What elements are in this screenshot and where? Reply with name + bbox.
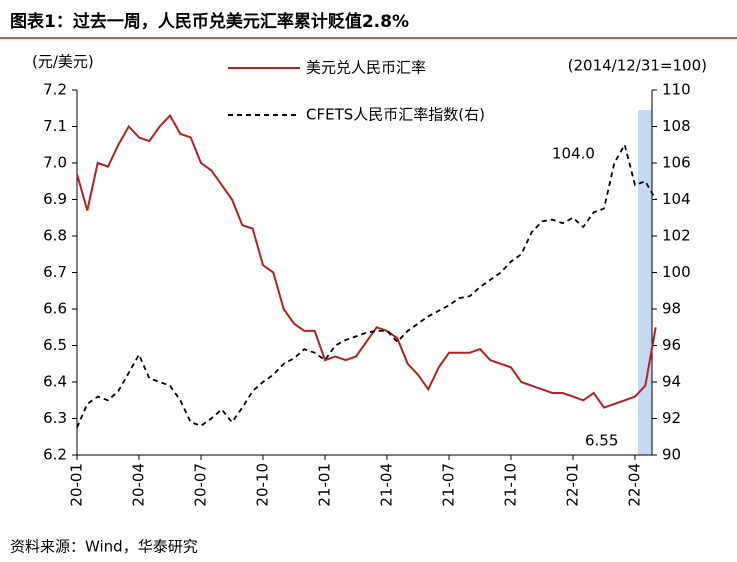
highlight-band <box>638 110 652 455</box>
x-tick-label: 20-01 <box>68 463 86 507</box>
y-tick-label: 6.4 <box>43 373 67 391</box>
y2-tick-label: 98 <box>662 300 681 318</box>
x-tick-label: 20-10 <box>254 463 272 507</box>
x-tick-label: 21-10 <box>502 463 520 507</box>
source-note: 资料来源：Wind，华泰研究 <box>10 538 198 556</box>
x-tick-label: 20-04 <box>130 463 148 507</box>
y2-tick-label: 102 <box>662 227 691 245</box>
y2-tick-label: 90 <box>662 446 681 464</box>
y2-tick-label: 108 <box>662 117 691 135</box>
y-tick-label: 7.2 <box>43 81 67 99</box>
legend-label: 美元兑人民币汇率 <box>306 59 426 77</box>
x-tick-label: 21-01 <box>316 463 334 507</box>
y2-tick-label: 106 <box>662 154 691 172</box>
x-tick-label: 20-07 <box>192 463 210 507</box>
y2-tick-label: 94 <box>662 373 681 391</box>
x-tick-label: 22-04 <box>626 463 644 507</box>
y2-tick-label: 96 <box>662 336 681 354</box>
y-tick-label: 6.5 <box>43 336 67 354</box>
y-tick-label: 6.3 <box>43 409 67 427</box>
chart-title: 图表1：过去一周，人民币兑美元汇率累计贬值2.8% <box>10 11 409 32</box>
y-tick-label: 6.7 <box>43 263 67 281</box>
y2-tick-label: 104 <box>662 190 691 208</box>
series-line <box>76 142 657 428</box>
y2-axis-label: (2014/12/31=100) <box>568 57 707 75</box>
y2-tick-label: 100 <box>662 263 691 281</box>
annotation: 104.0 <box>552 145 595 163</box>
y-tick-label: 6.6 <box>43 300 67 318</box>
y-axis-label: (元/美元) <box>32 53 94 71</box>
y-tick-label: 6.2 <box>43 446 67 464</box>
annotation: 6.55 <box>585 432 618 450</box>
legend-label: CFETS人民币汇率指数(右) <box>306 106 485 124</box>
y-tick-label: 6.9 <box>43 190 67 208</box>
x-tick-label: 21-04 <box>378 463 396 507</box>
y2-tick-label: 92 <box>662 409 681 427</box>
y-tick-label: 7.0 <box>43 154 67 172</box>
y-tick-label: 7.1 <box>43 117 67 135</box>
y2-tick-label: 110 <box>662 81 691 99</box>
y-tick-label: 6.8 <box>43 227 67 245</box>
x-tick-label: 22-01 <box>564 463 582 507</box>
x-tick-label: 21-07 <box>440 463 458 507</box>
series-line <box>76 113 657 409</box>
